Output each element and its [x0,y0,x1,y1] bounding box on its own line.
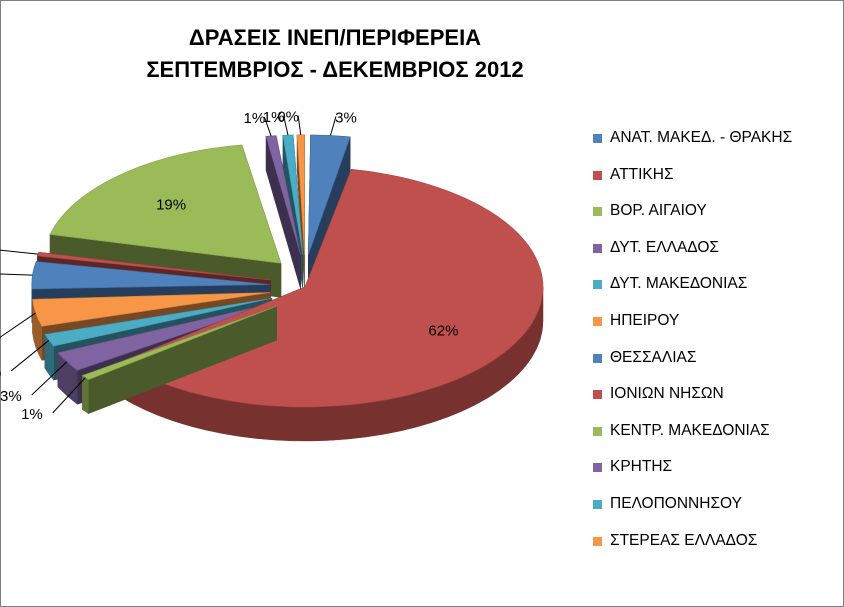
data-label-3: 1% [21,406,43,423]
data-label-1: 3% [335,109,357,126]
legend-label-12: ΣΤΕΡΕΑΣ ΕΛΛΑΔΟΣ [610,531,758,549]
legend-swatch-6 [593,317,602,326]
legend-label-4: ΔΥΤ. ΕΛΛΑΔΟΣ [610,238,719,256]
leader-line-1 [329,116,337,136]
chart-title-line2: ΣΕΠΤΕΜΒΡΙΟΣ - ΔΕΚΕΜΒΡΙΟΣ 2012 [146,57,524,82]
legend-label-10: ΚΡΗΤΗΣ [610,458,673,476]
legend-swatch-10 [593,463,602,473]
legend-label-5: ΔΥΤ. ΜΑΚΕΔΟΝΙΑΣ [610,275,748,293]
legend-swatch-2 [593,170,602,180]
leader-line-5 [10,339,50,372]
chart-title: ΔΡΑΣΕΙΣ ΙΝΕΠ/ΠΕΡΙΦΕΡΕΙΑ ΣΕΠΤΕΜΒΡΙΟΣ - ΔΕ… [90,22,580,86]
leader-line-7 [0,273,33,276]
chart-title-line1: ΔΡΑΣΕΙΣ ΙΝΕΠ/ΠΕΡΙΦΕΡΕΙΑ [188,25,482,50]
leader-line-4 [31,361,68,396]
leader-line-8 [0,249,39,255]
leader-line-11 [283,115,289,136]
leader-line-12 [297,115,302,135]
slice-3 [81,305,277,415]
legend-swatch-12 [593,536,602,546]
legend-label-1: ΑΝΑΤ. ΜΑΚΕΔ. - ΘΡΑΚΗΣ [610,129,793,146]
leader-line-6 [0,312,36,338]
legend-swatch-9 [593,426,602,436]
leader-line-10 [263,116,272,137]
legend-label-9: ΚΕΝΤΡ. ΜΑΚΕΔΟΝΙΑΣ [610,421,770,439]
data-label-11: 1% [263,109,285,126]
data-label-9: 19% [156,196,186,213]
leader-line-3 [52,377,86,414]
legend-label-7: ΘΕΣΣΑΛΙΑΣ [610,348,697,366]
slice-10 [265,135,301,290]
legend-label-11: ΠΕΛΟΠΟΝΝΗΣΟΥ [610,495,742,512]
data-label-12: 0% [277,109,299,126]
data-label-4: 3% [0,388,22,405]
legend-swatch-1 [593,134,602,143]
legend-swatch-7 [593,353,602,363]
data-label-2: 62% [428,322,458,339]
legend-label-3: ΒΟΡ. ΑΙΓΑΙΟΥ [610,202,707,220]
legend-swatch-11 [593,500,602,509]
legend-swatch-8 [593,390,602,400]
slice-1 [307,134,351,289]
legend-label-6: ΗΠΕΙΡΟΥ [610,312,680,329]
legend-label-2: ΑΤΤΙΚΗΣ [610,165,674,183]
legend-swatch-4 [593,243,602,253]
data-label-5: 2% [0,364,1,381]
legend-swatch-3 [593,207,602,217]
legend-label-8: ΙΟΝΙΩΝ ΝΗΣΩΝ [610,385,724,403]
legend-swatch-5 [593,280,602,290]
data-label-10: 1% [244,110,266,127]
